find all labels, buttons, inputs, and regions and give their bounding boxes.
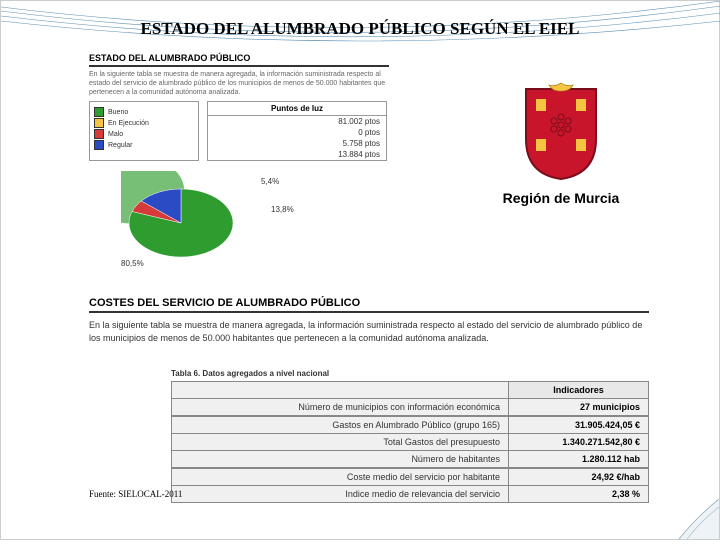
- table-row-label: Total Gastos del presupuesto: [172, 434, 509, 451]
- table-row: Número de habitantes1.280.112 hab: [172, 451, 649, 469]
- panel-costes-desc: En la siguiente tabla se muestra de mane…: [89, 319, 649, 344]
- table-row-label: Número de habitantes: [172, 451, 509, 469]
- legend-item: Malo: [94, 129, 194, 139]
- legend-label: Bueno: [108, 109, 128, 116]
- table-row-label: Indice medio de relevancia del servicio: [172, 486, 509, 503]
- table-row-label: Coste medio del servicio por habitante: [172, 468, 509, 486]
- table-row: Número de municipios con información eco…: [172, 399, 649, 417]
- legend-item: En Ejecución: [94, 118, 194, 128]
- pie-chart: 5,4% 13,8% 80,5%: [121, 171, 381, 291]
- points-box: Puntos de luz 81.002 ptos0 ptos5.758 pto…: [207, 101, 387, 161]
- table-row-value: 27 municipios: [509, 399, 649, 417]
- legend-box: Bueno En Ejecución Malo Regular: [89, 101, 199, 161]
- pie-label-2: 80,5%: [121, 259, 144, 268]
- page-title: ESTADO DEL ALUMBRADO PÚBLICO SEGÚN EL EI…: [1, 19, 719, 39]
- region-crest: Región de Murcia: [491, 81, 631, 206]
- table-row-value: 1.280.112 hab: [509, 451, 649, 469]
- panel-estado-heading: ESTADO DEL ALUMBRADO PÚBLICO: [89, 53, 389, 67]
- legend-label: Regular: [108, 142, 133, 149]
- points-row: 5.758 ptos: [208, 138, 386, 149]
- points-row: 13.884 ptos: [208, 149, 386, 160]
- legend-swatch: [94, 107, 104, 117]
- table-caption: Tabla 6. Datos agregados a nivel naciona…: [171, 369, 649, 378]
- legend-swatch: [94, 129, 104, 139]
- panel-estado: ESTADO DEL ALUMBRADO PÚBLICO En la sigui…: [89, 53, 389, 97]
- source-text: Fuente: SIELOCAL-2011: [89, 489, 182, 500]
- stats-row: Bueno En Ejecución Malo Regular Puntos de l…: [89, 101, 399, 161]
- panel-costes-heading: COSTES DEL SERVICIO DE ALUMBRADO PÚBLICO: [89, 297, 649, 313]
- legend-swatch: [94, 118, 104, 128]
- region-name: Región de Murcia: [491, 190, 631, 206]
- points-row: 0 ptos: [208, 127, 386, 138]
- table-row-value: 24,92 €/hab: [509, 468, 649, 486]
- legend-swatch: [94, 140, 104, 150]
- table-row: Total Gastos del presupuesto1.340.271.54…: [172, 434, 649, 451]
- table-row-value: 31.905.424,05 €: [509, 416, 649, 434]
- table-row-label: Gastos en Alumbrado Público (grupo 165): [172, 416, 509, 434]
- table-row: Indice medio de relevancia del servicio2…: [172, 486, 649, 503]
- table-row-value: 1.340.271.542,80 €: [509, 434, 649, 451]
- pie-label-1: 13,8%: [271, 205, 294, 214]
- table-row: Coste medio del servicio por habitante24…: [172, 468, 649, 486]
- legend-label: En Ejecución: [108, 120, 149, 127]
- points-row: 81.002 ptos: [208, 116, 386, 127]
- table-row: Gastos en Alumbrado Público (grupo 165)3…: [172, 416, 649, 434]
- panel-costes: COSTES DEL SERVICIO DE ALUMBRADO PÚBLICO…: [89, 297, 649, 344]
- indicators-table-wrap: Tabla 6. Datos agregados a nivel naciona…: [171, 369, 649, 503]
- points-header: Puntos de luz: [208, 102, 386, 116]
- legend-item: Regular: [94, 140, 194, 150]
- crest-icon: [516, 81, 606, 181]
- pie-label-0: 5,4%: [261, 177, 279, 186]
- panel-estado-desc: En la siguiente tabla se muestra de mane…: [89, 70, 389, 97]
- page-curl-icon: [679, 499, 719, 539]
- indicators-table: Indicadores Número de municipios con inf…: [171, 381, 649, 503]
- table-row-value: 2,38 %: [509, 486, 649, 503]
- legend-item: Bueno: [94, 107, 194, 117]
- legend-label: Malo: [108, 131, 123, 138]
- table-col-header: Indicadores: [509, 382, 649, 399]
- table-row-label: Número de municipios con información eco…: [172, 399, 509, 417]
